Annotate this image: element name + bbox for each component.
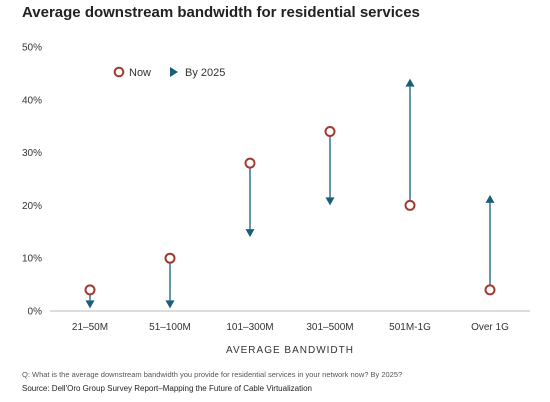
now-point [404, 199, 416, 211]
footnote: Q: What is the average downstream bandwi… [22, 370, 403, 379]
y-tick-label: 50% [22, 43, 42, 54]
x-tick-label: Over 1G [471, 322, 509, 333]
y-tick-label: 20% [22, 201, 42, 212]
y-tick-label: 0% [28, 307, 43, 318]
legend-2025-marker [170, 67, 178, 77]
x-tick-label: 51–100M [149, 322, 191, 333]
axes: 0% 10% 20% 30% 40% 50% 21–50M 51–100M 101–300M 30… [22, 43, 530, 333]
by-2025-arrow [405, 78, 415, 87]
chart-title: Average downstream bandwidth for residen… [22, 4, 420, 21]
chart-marks [84, 78, 496, 309]
by-2025-arrow [325, 197, 335, 206]
x-tick-label: 21–50M [72, 322, 108, 333]
y-tick-label: 30% [22, 148, 42, 159]
legend: Now By 2025 [113, 66, 225, 79]
by-2025-arrow [485, 194, 495, 203]
legend-now-label: Now [129, 67, 151, 79]
now-point [484, 284, 496, 296]
now-point [324, 125, 336, 137]
by-2025-arrow [85, 300, 95, 309]
now-point [84, 284, 96, 296]
legend-now-marker [113, 66, 125, 78]
x-tick-label: 501M-1G [389, 322, 431, 333]
by-2025-arrow [245, 229, 255, 238]
y-tick-label: 40% [22, 95, 42, 106]
by-2025-arrow [165, 300, 175, 309]
source-note: Source: Dell'Oro Group Survey Report–Map… [22, 384, 312, 393]
now-point [164, 252, 176, 264]
now-point [244, 157, 256, 169]
y-tick-label: 10% [22, 254, 42, 265]
x-tick-label: 101–300M [226, 322, 273, 333]
x-tick-label: 301–500M [306, 322, 353, 333]
x-axis-label: AVERAGE BANDWIDTH [226, 345, 354, 356]
legend-2025-label: By 2025 [185, 67, 225, 79]
